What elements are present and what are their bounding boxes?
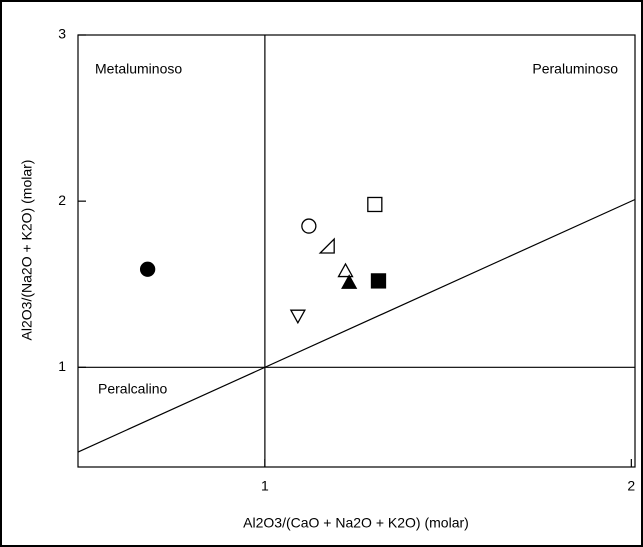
plot-area [77,34,636,468]
y-axis-label: Al2O3/(Na2O + K2O) (molar) [19,160,35,341]
point [341,274,358,289]
point [301,218,317,234]
y-tick-label: 2 [58,192,66,208]
point [367,196,383,213]
point [289,309,306,325]
region-label: Peralcalino [98,381,167,397]
y-tick-label: 3 [58,26,66,42]
point [318,237,335,254]
region-label: Metaluminoso [95,61,182,77]
point [370,273,387,289]
point [139,261,156,277]
y-tick-label: 1 [58,358,66,374]
region-label: Peraluminoso [532,61,618,77]
x-tick-label: 2 [627,478,635,494]
boundary-line [77,198,636,453]
x-axis-label: Al2O3/(CaO + Na2O + K2O) (molar) [243,515,469,531]
x-tick-label: 1 [261,478,269,494]
point [337,262,354,278]
